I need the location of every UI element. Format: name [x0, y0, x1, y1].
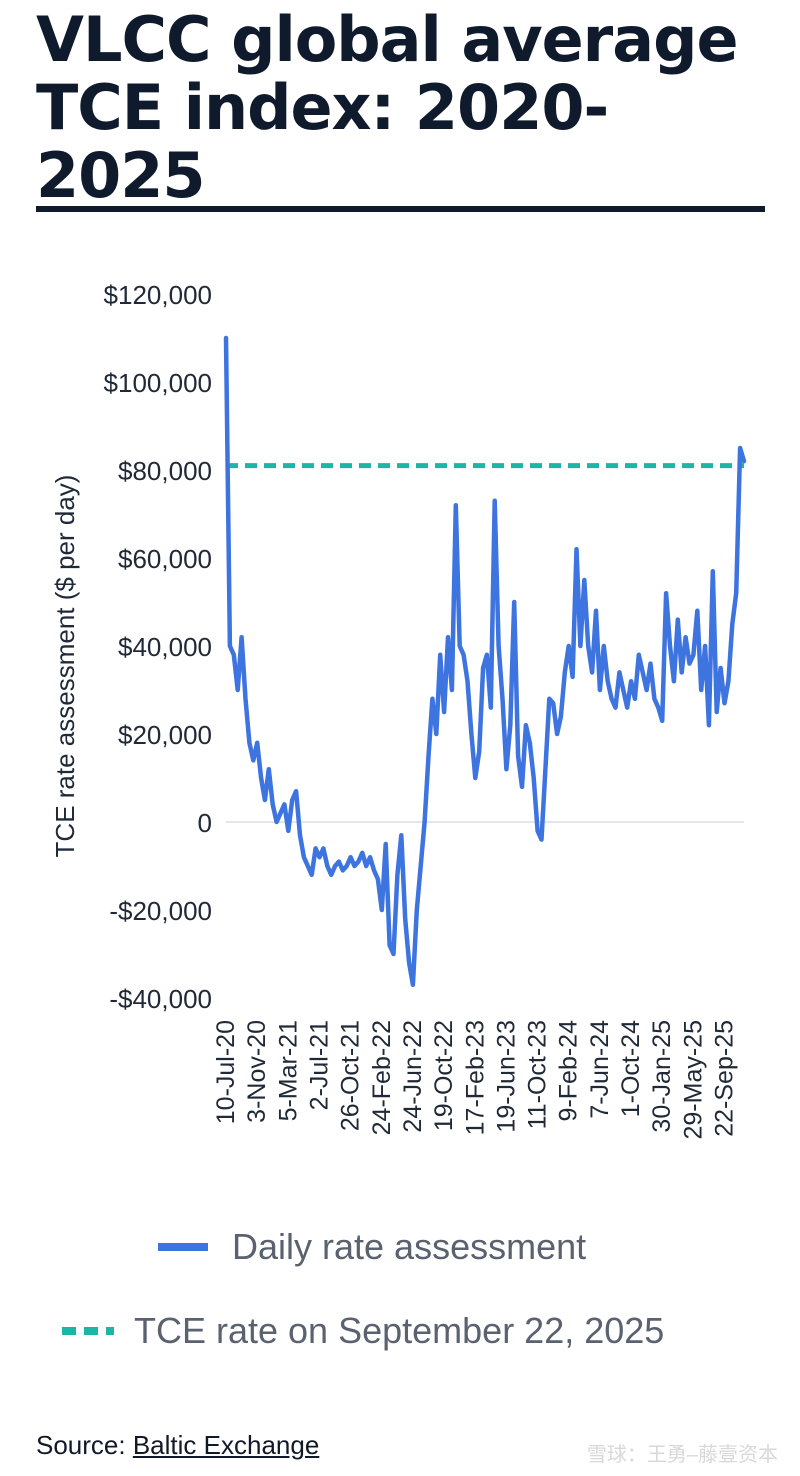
x-tick-label: 26-Oct-21 — [337, 1020, 365, 1131]
source-credit: Source: Baltic Exchange — [36, 1430, 319, 1461]
x-tick-label: 19-Jun-23 — [492, 1020, 520, 1133]
chart-title: VLCC global average TCE index: 2020-2025 — [36, 3, 739, 212]
y-tick-label: $60,000 — [118, 544, 212, 574]
x-tick-label: 24-Feb-22 — [368, 1020, 396, 1135]
x-tick-label: 5-Mar-21 — [274, 1020, 302, 1121]
title-divider — [36, 206, 765, 212]
y-tick-label: -$20,000 — [109, 896, 212, 926]
x-tick-label: 24-Jun-22 — [399, 1020, 427, 1133]
x-tick-label: 17-Feb-23 — [461, 1020, 489, 1135]
y-tick-label: $100,000 — [104, 368, 212, 398]
series-line-daily-rate — [223, 335, 747, 988]
x-tick-label: 10-Jul-20 — [212, 1020, 240, 1124]
x-tick-label: 9-Feb-24 — [555, 1020, 583, 1122]
x-tick-label: 29-May-25 — [679, 1020, 707, 1140]
y-tick-label: $40,000 — [118, 632, 212, 662]
legend-swatch-solid — [158, 1243, 208, 1251]
legend-swatch-dashed — [62, 1327, 114, 1335]
x-tick-label: 19-Oct-22 — [430, 1020, 458, 1131]
y-tick-label: $20,000 — [118, 720, 212, 750]
legend-label-tce-reference: TCE rate on September 22, 2025 — [134, 1310, 665, 1351]
y-axis-title: TCE rate assessment ($ per day) — [50, 475, 80, 858]
source-link[interactable]: Baltic Exchange — [132, 1430, 320, 1460]
legend-item-tce-reference: TCE rate on September 22, 2025 — [62, 1310, 664, 1352]
x-tick-label: 11-Oct-23 — [524, 1020, 552, 1129]
legend-label-daily-rate: Daily rate assessment — [232, 1226, 587, 1267]
legend-item-daily-rate: Daily rate assessment — [158, 1226, 586, 1268]
x-tick-label: 22-Sep-25 — [711, 1020, 739, 1137]
y-tick-label: $80,000 — [118, 456, 212, 486]
x-tick-label: 7-Jun-24 — [586, 1020, 614, 1119]
source-label: Source: — [36, 1430, 126, 1460]
x-tick-label: 2-Jul-21 — [305, 1020, 333, 1110]
x-tick-label: 3-Nov-20 — [243, 1020, 271, 1123]
y-tick-label: 0 — [198, 808, 212, 838]
line-chart: $120,000 $100,000 $80,000 $60,000 $40,000 $20… — [50, 280, 747, 1140]
x-tick-label: 1-Oct-24 — [617, 1020, 645, 1117]
y-tick-label: $120,000 — [104, 280, 212, 310]
watermark: 雪球：王勇–藤壹资本 — [586, 1444, 778, 1466]
x-tick-label: 30-Jan-25 — [648, 1020, 676, 1133]
y-tick-label: -$40,000 — [109, 984, 212, 1014]
